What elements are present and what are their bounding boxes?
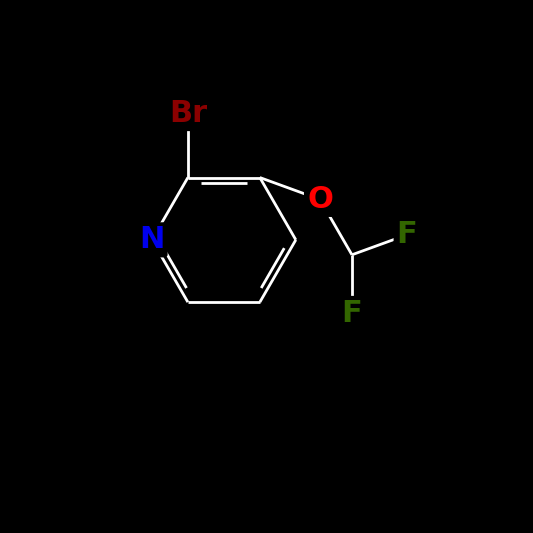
- Text: F: F: [342, 299, 362, 328]
- Text: O: O: [307, 185, 333, 214]
- Text: F: F: [397, 220, 417, 249]
- Text: Br: Br: [169, 99, 207, 128]
- Text: N: N: [139, 225, 165, 254]
